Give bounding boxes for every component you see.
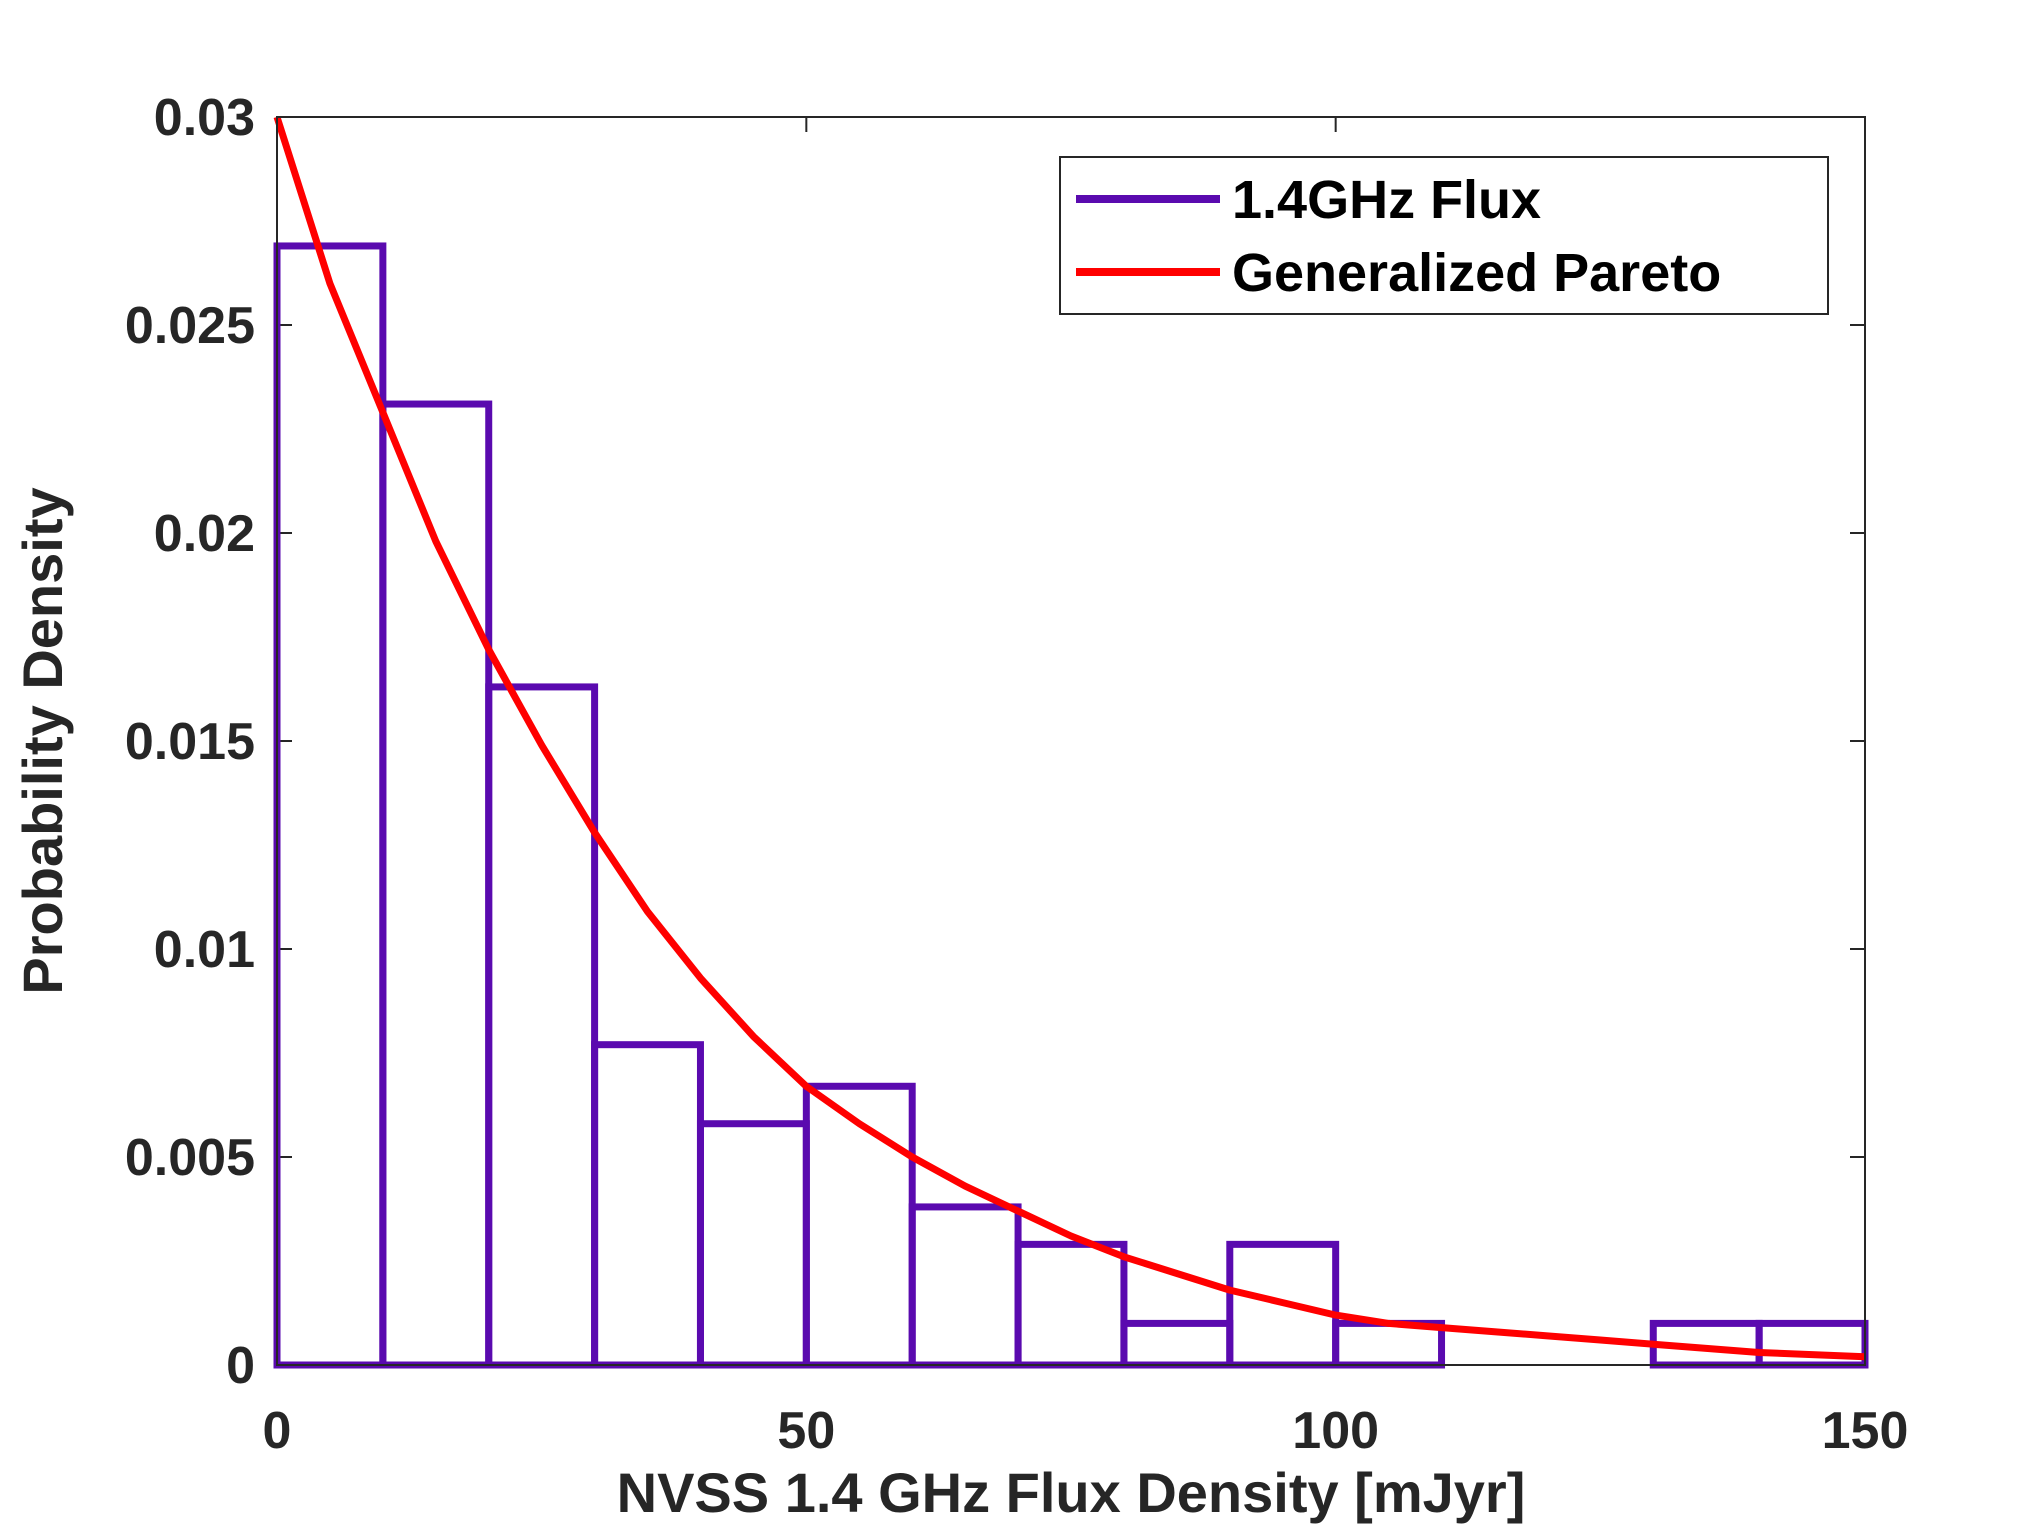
y-tick-label: 0.01: [154, 921, 255, 979]
x-axis-title: NVSS 1.4 GHz Flux Density [mJyr]: [617, 1461, 1526, 1524]
y-tick-label: 0.02: [154, 505, 255, 563]
y-axis-title: Probability Density: [11, 487, 74, 994]
plot-frame: [276, 116, 1866, 1366]
x-tick-label: 50: [777, 1402, 835, 1460]
pareto-series: [273, 115, 1866, 1361]
y-tick-label: 0.005: [125, 1129, 255, 1187]
x-tick-label: 150: [1822, 1402, 1909, 1460]
pareto-curve: [273, 115, 1866, 1361]
y-tick-labels: 0 0.005 0.01 0.015 0.02 0.025 0.03: [125, 89, 255, 1395]
legend: 1.4GHz Flux Generalized Pareto: [1059, 156, 1829, 315]
x-tick-label: 0: [263, 1402, 292, 1460]
y-tick-label: 0.03: [154, 89, 255, 147]
x-tick-labels: 0 50 100 150: [263, 1402, 1909, 1460]
legend-box: [1059, 156, 1829, 315]
y-tick-label: 0.015: [125, 713, 255, 771]
y-tick-label: 0: [226, 1337, 255, 1395]
x-tick-label: 100: [1292, 1402, 1379, 1460]
y-tick-label: 0.025: [125, 297, 255, 355]
legend-label-pareto: Generalized Pareto: [1232, 243, 1721, 303]
legend-label-flux: 1.4GHz Flux: [1232, 170, 1541, 230]
